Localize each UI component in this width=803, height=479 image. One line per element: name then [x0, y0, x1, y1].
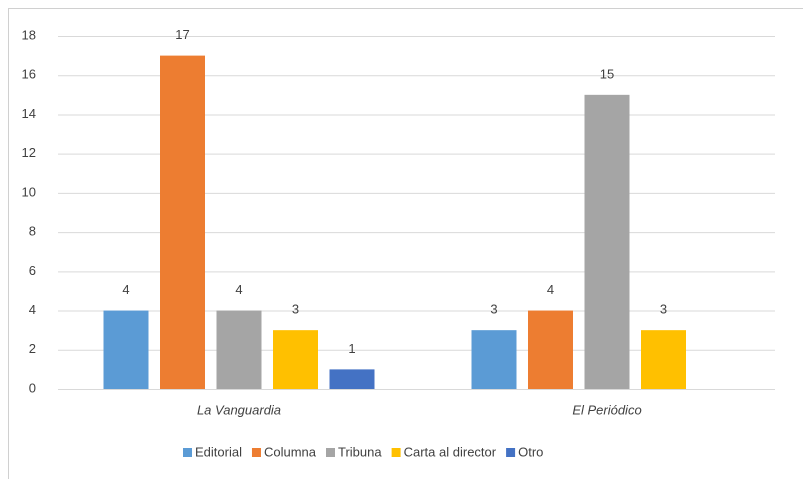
- data-label: 3: [490, 302, 497, 317]
- y-tick-label: 16: [22, 67, 36, 82]
- bar: [329, 369, 375, 389]
- y-tick-label: 0: [29, 380, 36, 395]
- chart-frame: [8, 8, 803, 479]
- bar: [641, 330, 686, 389]
- legend-label: Tribuna: [338, 444, 382, 459]
- data-label: 17: [175, 27, 189, 42]
- bar: [273, 330, 318, 389]
- legend-swatch: [326, 448, 335, 457]
- legend-swatch: [506, 448, 516, 457]
- x-tick-label: La Vanguardia: [197, 402, 281, 417]
- data-label: 4: [547, 282, 554, 297]
- y-tick-label: 2: [29, 341, 36, 356]
- legend-label: Editorial: [195, 444, 242, 459]
- legend-swatch: [391, 448, 401, 457]
- data-label: 3: [292, 302, 299, 317]
- data-label: 3: [660, 302, 667, 317]
- legend-label: Columna: [264, 444, 317, 459]
- x-tick-label: El Periódico: [572, 402, 641, 417]
- data-label: 15: [600, 66, 614, 81]
- legend-label: Carta al director: [404, 444, 497, 459]
- data-label: 4: [235, 282, 242, 297]
- y-tick-label: 8: [29, 224, 36, 239]
- y-tick-label: 12: [22, 145, 36, 160]
- y-tick-label: 14: [22, 106, 36, 121]
- legend-swatch: [251, 448, 261, 457]
- data-label: 4: [122, 282, 129, 297]
- bar: [471, 330, 517, 389]
- bar: [160, 55, 205, 389]
- y-tick-label: 10: [22, 184, 36, 199]
- y-tick-label: 18: [22, 27, 36, 42]
- y-tick-label: 6: [29, 263, 36, 278]
- legend-swatch: [183, 448, 192, 457]
- bar: [584, 94, 630, 389]
- bar: [216, 310, 262, 389]
- bar: [528, 310, 573, 389]
- bar: [103, 310, 149, 389]
- data-label: 1: [348, 341, 355, 356]
- legend-label: Otro: [518, 444, 543, 459]
- y-tick-label: 4: [29, 302, 36, 317]
